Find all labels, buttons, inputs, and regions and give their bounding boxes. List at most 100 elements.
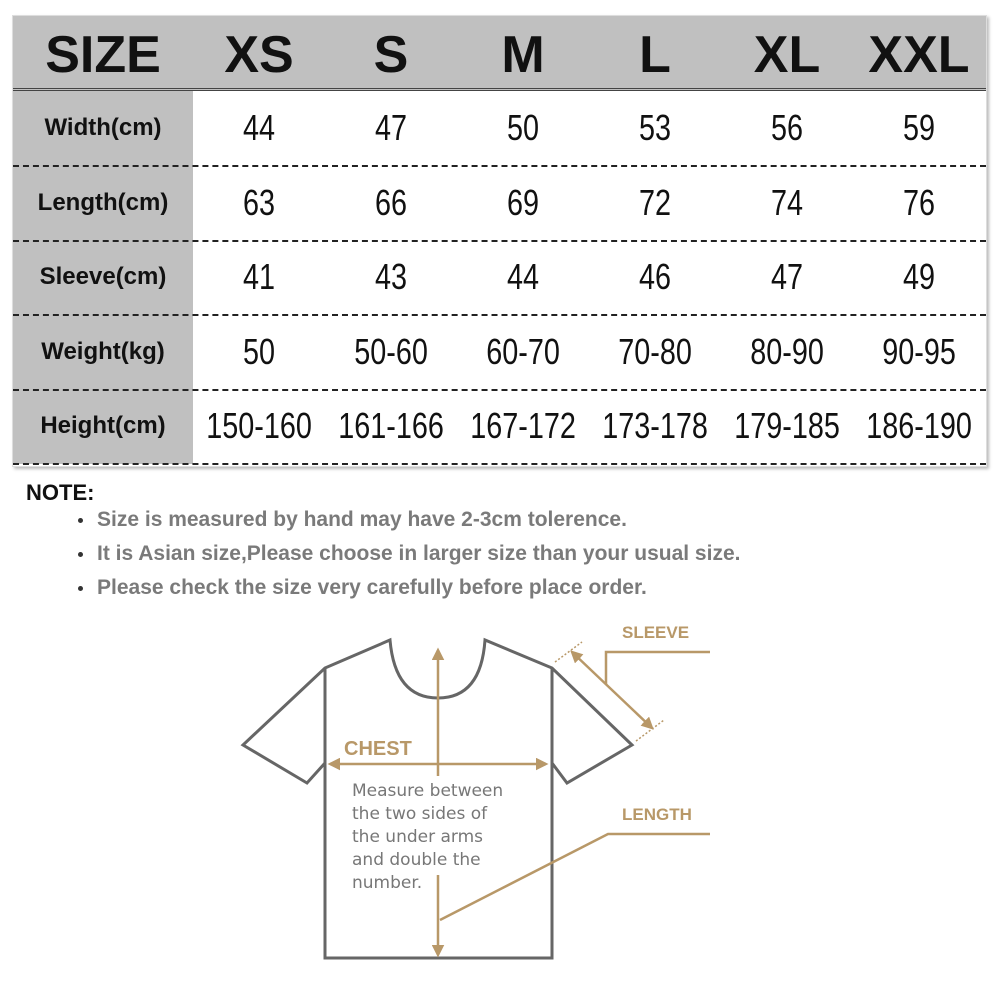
size-header-label: SIZE: [45, 26, 161, 84]
cell-value: 150-160: [206, 405, 312, 447]
table-row: Length(cm) 63 66 69 72 74 76: [13, 166, 986, 242]
chest-note-line: Measure between: [352, 781, 503, 801]
table-cell: 66: [325, 166, 457, 240]
cell-value: 70-80: [618, 330, 692, 372]
note-text: It is Asian size,Please choose in larger…: [97, 542, 741, 565]
table-cell: 76: [853, 166, 985, 240]
cell-value: 44: [506, 256, 540, 298]
bullet-icon: [78, 517, 83, 523]
table-cell: 41: [193, 240, 325, 314]
cell-value: 46: [638, 256, 672, 298]
table-cell: 49: [853, 240, 985, 314]
table-cell: 161-166: [325, 389, 457, 463]
table-cell: 59: [853, 91, 985, 165]
size-header-row: SIZE XS S M L XL XXL: [13, 16, 986, 91]
note-title: NOTE:: [26, 480, 95, 505]
table-row: Width(cm) 44 47 50 53 56 59: [13, 91, 986, 167]
label-column: [13, 91, 193, 464]
sleeve-arrow: [570, 650, 654, 730]
cell-value: 56: [770, 107, 804, 148]
table-cell: 44: [457, 240, 589, 314]
table-cell: 80-90: [721, 315, 853, 389]
size-xs: XS: [224, 26, 294, 84]
chest-note-line: and double the: [352, 850, 481, 870]
chest-note: Measure between the two sides of the und…: [352, 781, 503, 893]
table-cell: 53: [589, 91, 721, 165]
table-cell: 44: [193, 91, 325, 165]
table-cell: 72: [589, 166, 721, 240]
size-m: M: [501, 26, 545, 84]
cell-value: 74: [770, 181, 804, 223]
sleeve-guide-bottom: [635, 719, 665, 742]
table-cell: 60-70: [457, 315, 589, 389]
row-label: Height(cm): [40, 412, 166, 440]
row-label: Weight(kg): [41, 337, 165, 365]
note-text: Please check the size very carefully bef…: [97, 576, 647, 599]
cell-value: 186-190: [866, 405, 972, 447]
cell-value: 50: [242, 330, 276, 372]
row-label: Width(cm): [44, 114, 162, 141]
table-cell: 70-80: [589, 315, 721, 389]
size-s: S: [373, 26, 409, 84]
cell-value: 41: [242, 256, 276, 298]
note-item: It is Asian size,Please choose in larger…: [78, 542, 740, 566]
table-row: Height(cm) 150-160 161-166 167-172 173-178 17…: [13, 389, 986, 466]
table-cell: 47: [325, 91, 457, 165]
table-cell: 90-95: [853, 315, 985, 389]
cell-value: 69: [506, 181, 540, 223]
note-text: Size is measured by hand may have 2-3cm …: [97, 508, 627, 531]
cell-value: 47: [374, 107, 408, 148]
sleeve-label: SLEEVE: [622, 623, 689, 642]
cell-value: 59: [902, 107, 936, 148]
table-cell: 56: [721, 91, 853, 165]
size-xxl: XXL: [868, 26, 970, 84]
cell-value: 76: [902, 181, 936, 223]
row-label: Length(cm): [37, 188, 169, 216]
note-item: Size is measured by hand may have 2-3cm …: [78, 508, 627, 532]
cell-value: 167-172: [470, 405, 576, 447]
note-item: Please check the size very carefully bef…: [78, 576, 647, 600]
tshirt-outline: [240, 637, 635, 960]
cell-value: 66: [374, 181, 408, 223]
table-cell: 50: [193, 315, 325, 389]
cell-value: 47: [770, 256, 804, 298]
table-cell: 69: [457, 166, 589, 240]
size-xl: XL: [753, 26, 821, 84]
bullet-icon: [78, 585, 83, 591]
table-cell: 74: [721, 166, 853, 240]
sleeve-leader: [604, 650, 710, 684]
cell-value: 161-166: [338, 405, 444, 447]
cell-value: 49: [902, 256, 936, 298]
cell-value: 53: [638, 107, 672, 148]
cell-value: 43: [374, 256, 408, 298]
cell-value: 80-90: [750, 330, 824, 372]
table-cell: 167-172: [457, 389, 589, 463]
cell-value: 179-185: [734, 405, 840, 447]
table-cell: 50-60: [325, 315, 457, 389]
table-row: Weight(kg) 50 50-60 60-70 70-80 80-90 90-95: [13, 315, 986, 391]
sleeve-guide-top: [554, 641, 583, 663]
bullet-icon: [78, 551, 83, 557]
table-cell: 179-185: [721, 389, 853, 463]
table-cell: 150-160: [193, 389, 325, 463]
chest-note-line: number.: [352, 873, 422, 893]
table-cell: 43: [325, 240, 457, 314]
table-cell: 47: [721, 240, 853, 314]
table-row: Sleeve(cm) 41 43 44 46 47 49: [13, 240, 986, 317]
chest-note-line: the under arms: [352, 827, 483, 847]
table-cell: 186-190: [853, 389, 985, 463]
cell-value: 50: [506, 107, 540, 148]
size-l: L: [639, 26, 671, 84]
table-cell: 173-178: [589, 389, 721, 463]
cell-value: 63: [242, 181, 276, 223]
row-label: Sleeve(cm): [39, 263, 167, 291]
chest-label: CHEST: [344, 738, 412, 760]
length-label: LENGTH: [622, 805, 692, 824]
length-leader: [439, 832, 710, 922]
cell-value: 173-178: [602, 405, 708, 447]
cell-value: 50-60: [354, 330, 428, 372]
cell-value: 60-70: [486, 330, 560, 372]
table-cell: 50: [457, 91, 589, 165]
table-cell: 63: [193, 166, 325, 240]
